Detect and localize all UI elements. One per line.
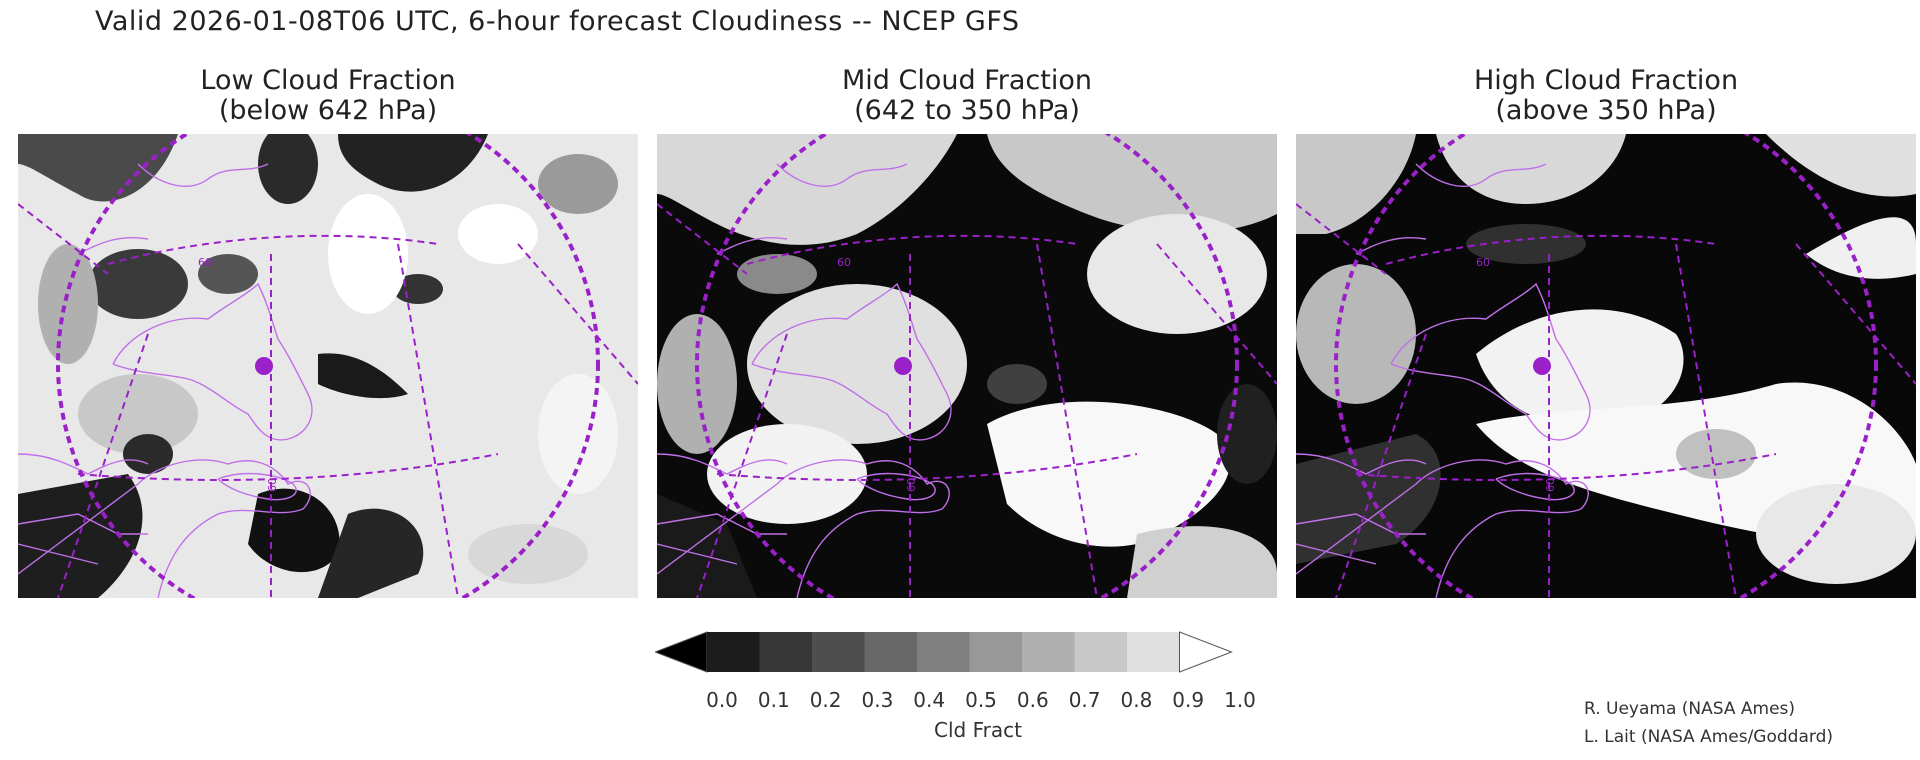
colorbar-tick-label: 1.0 bbox=[1224, 688, 1256, 712]
colorbar-unit-label: Cld Fract bbox=[934, 718, 1022, 742]
colorbar-tick-label: 0.6 bbox=[1016, 688, 1049, 712]
coastlines bbox=[1296, 163, 1591, 598]
colorbar-swatch bbox=[759, 632, 812, 672]
map-low-cloud: 60 60 bbox=[18, 134, 638, 598]
station-marker bbox=[255, 357, 273, 375]
colorbar-tick-label: 0.8 bbox=[1120, 688, 1153, 712]
panel-title-mid: Mid Cloud Fraction (642 to 350 hPa) bbox=[657, 66, 1277, 126]
station-marker bbox=[894, 357, 912, 375]
map-high-cloud: 60 60 bbox=[1296, 134, 1916, 598]
panel-title-high-line1: High Cloud Fraction bbox=[1473, 65, 1739, 96]
colorbar-swatch bbox=[864, 632, 917, 672]
colorbar-swatch bbox=[707, 632, 760, 672]
station-marker bbox=[1533, 357, 1551, 375]
panel-title-mid-line2: (642 to 350 hPa) bbox=[854, 95, 1080, 126]
lat-label-60: 60 bbox=[198, 256, 212, 269]
panel-title-high-line2: (above 350 hPa) bbox=[1495, 95, 1717, 126]
colorbar-under-arrow bbox=[653, 631, 708, 673]
colorbar-swatch bbox=[1022, 632, 1075, 672]
panel-title-low: Low Cloud Fraction (below 642 hPa) bbox=[18, 66, 638, 126]
colorbar-tick-label: 0.1 bbox=[757, 688, 790, 712]
panel-title-high: High Cloud Fraction (above 350 hPa) bbox=[1296, 66, 1916, 126]
lat-label-60: 60 bbox=[837, 256, 851, 269]
coastlines bbox=[18, 163, 313, 598]
colorbar-swatch bbox=[917, 632, 970, 672]
map-mid-cloud: 60 60 bbox=[657, 134, 1277, 598]
credit-line-1: R. Ueyama (NASA Ames) bbox=[1584, 699, 1796, 719]
lon-label-60: 60 bbox=[905, 478, 918, 492]
colorbar-tick-label: 0.9 bbox=[1172, 688, 1205, 712]
colorbar-swatches bbox=[653, 631, 1233, 673]
cloud-field bbox=[1296, 134, 1916, 598]
colorbar-tick-label: 0.4 bbox=[913, 688, 946, 712]
figure-title: Valid 2026-01-08T06 UTC, 6-hour forecast… bbox=[95, 6, 1020, 37]
panel-title-mid-line1: Mid Cloud Fraction bbox=[841, 65, 1092, 96]
panel-title-low-line2: (below 642 hPa) bbox=[218, 95, 438, 126]
lon-label-60: 60 bbox=[266, 478, 279, 492]
lat-lon-grid bbox=[657, 134, 1277, 598]
colorbar bbox=[653, 628, 1305, 680]
colorbar-over-arrow bbox=[1179, 631, 1233, 673]
colorbar-tick-label: 0.0 bbox=[706, 688, 738, 712]
colorbar-swatch bbox=[969, 632, 1022, 672]
colorbar-tick-label: 0.5 bbox=[965, 688, 997, 712]
cloud-field bbox=[18, 134, 638, 598]
lat-label-60: 60 bbox=[1476, 256, 1490, 269]
lat-lon-grid bbox=[18, 134, 638, 598]
colorbar-swatch bbox=[1074, 632, 1127, 672]
colorbar-swatch bbox=[1127, 632, 1180, 672]
cloud-field bbox=[657, 134, 1277, 598]
lon-label-60: 60 bbox=[1544, 478, 1557, 492]
credit-line-2: L. Lait (NASA Ames/Goddard) bbox=[1584, 727, 1833, 747]
colorbar-tick-label: 0.2 bbox=[809, 688, 842, 712]
colorbar-tick-label: 0.7 bbox=[1068, 688, 1101, 712]
colorbar-tick-label: 0.3 bbox=[861, 688, 894, 712]
lat-lon-grid bbox=[1296, 134, 1916, 598]
colorbar-swatch bbox=[812, 632, 865, 672]
panel-title-low-line1: Low Cloud Fraction bbox=[200, 65, 456, 96]
